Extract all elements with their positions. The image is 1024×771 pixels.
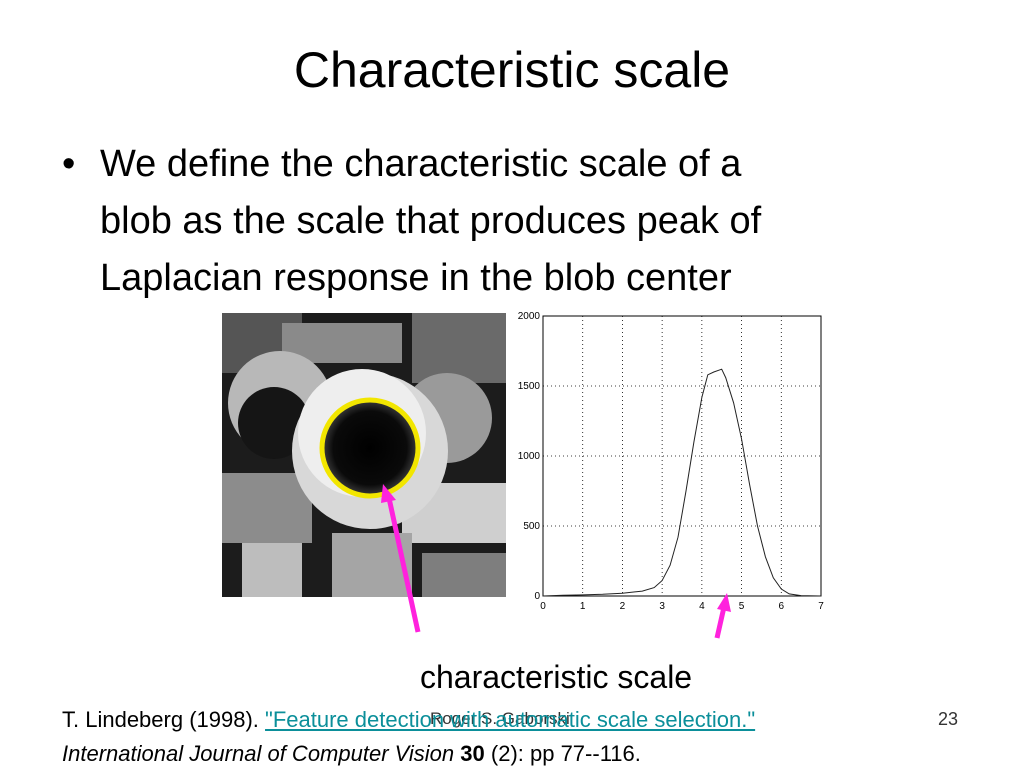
- x-tick-label: 6: [779, 601, 785, 610]
- reference-prefix: T. Lindeberg (1998).: [62, 707, 266, 732]
- bullet-line: blob as the scale that produces peak of: [100, 200, 762, 242]
- journal-volume: 30: [460, 741, 485, 766]
- bullet-line: Laplacian response in the blob center: [100, 257, 732, 299]
- characteristic-scale-label: characteristic scale: [420, 659, 693, 695]
- slide-title: Characteristic scale: [293, 42, 731, 98]
- x-tick-label: 4: [699, 601, 705, 610]
- plot-frame: [542, 315, 822, 597]
- reference-citation: T. Lindeberg (1998). "Feature detection …: [62, 703, 755, 771]
- bullet-icon: •: [62, 143, 76, 185]
- blob-highlight-circle: [319, 397, 421, 499]
- x-tick-label: 7: [818, 601, 824, 610]
- x-tick-label: 1: [580, 601, 586, 610]
- laplacian-response-chart: 0 1 2 3 4 5 6 7 0 500 1000 1500 2000: [518, 311, 824, 610]
- sunflower-photo: [222, 313, 506, 597]
- author-name: Roger S. Gaborski: [430, 709, 570, 728]
- y-tick-label: 500: [523, 521, 540, 532]
- bullet-line: We define the characteristic scale of a: [100, 143, 742, 185]
- sunflower-image: [222, 313, 506, 597]
- y-tick-label: 0: [534, 591, 540, 602]
- bullet-text: We define the characteristic scale of a …: [100, 136, 940, 307]
- y-tick-label: 1500: [518, 381, 541, 392]
- x-tick-label: 2: [620, 601, 626, 610]
- x-tick-label: 0: [540, 601, 546, 610]
- x-tick-label: 5: [739, 601, 745, 610]
- x-tick-label: 3: [659, 601, 665, 610]
- laplacian-response-line: [542, 368, 822, 597]
- reference-link[interactable]: "Feature detection with automatic scale …: [265, 707, 756, 732]
- journal-name: International Journal of Computer Vision: [62, 741, 455, 766]
- slide-number: 23: [938, 709, 959, 729]
- reference-tail: (2): pp 77--116.: [484, 741, 641, 766]
- y-tick-label: 2000: [518, 311, 541, 322]
- y-tick-label: 1000: [518, 451, 541, 462]
